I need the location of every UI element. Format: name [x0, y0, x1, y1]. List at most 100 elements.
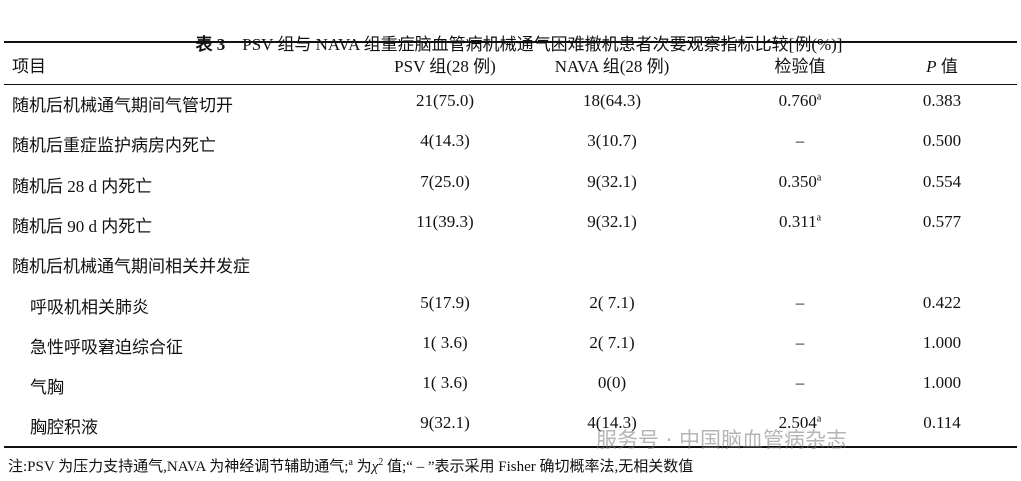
watermark: 服务号 · 中国脑血管病杂志: [596, 428, 848, 452]
cell: 2.504a: [700, 413, 900, 433]
cell-text: 9(32.1): [420, 413, 470, 433]
cell: 21(75.0): [345, 91, 545, 111]
cell: 11(39.3): [345, 212, 545, 232]
row-label: 气胸: [30, 373, 64, 398]
cell: 0.350a: [700, 172, 900, 192]
cell-text: 0.577: [922, 211, 962, 231]
row-label: 随机后重症监护病房内死亡: [12, 131, 216, 156]
row-label: 随机后机械通气期间气管切开: [12, 91, 233, 116]
cell-text: 呼吸机相关肺炎: [30, 297, 149, 317]
cell-text: PSV 组(28 例): [394, 57, 496, 76]
cell-text: 1( 3.6): [422, 332, 468, 352]
superscript: a: [816, 212, 822, 224]
cell: 4(14.3): [512, 413, 712, 433]
cell-text: 7(25.0): [420, 171, 470, 191]
superscript: a: [816, 171, 822, 183]
cell-text: 0.760: [778, 91, 817, 110]
cell-text: 项目: [12, 57, 46, 76]
cell: 0.114: [842, 413, 1021, 433]
cell-text: 2( 7.1): [589, 332, 635, 352]
cell: 1.000: [842, 373, 1021, 393]
cell: 9(32.1): [512, 172, 712, 192]
cell-text: 4(14.3): [420, 131, 470, 151]
italic-text: P: [926, 57, 937, 76]
cell-text: 21(75.0): [415, 91, 475, 110]
bottom-rule: [4, 446, 1017, 448]
cell-text: 1.000: [922, 373, 962, 393]
cell-text: 随机后机械通气期间气管切开: [12, 96, 233, 115]
row-label: 胸腔积液: [30, 413, 98, 438]
row-label: 呼吸机相关肺炎: [30, 293, 149, 318]
cell: 1( 3.6): [345, 333, 545, 353]
cell-text: –: [795, 292, 805, 312]
cell-text: 检验值: [774, 57, 826, 76]
top-rule: [4, 41, 1017, 43]
cell: 4(14.3): [345, 131, 545, 151]
cell: 3(10.7): [512, 131, 712, 151]
row-label: 随机后 90 d 内死亡: [12, 212, 152, 237]
cell: P 值: [842, 52, 1021, 77]
cell-text: –: [795, 373, 805, 393]
cell-text: 1( 3.6): [422, 373, 468, 393]
cell: 0.383: [842, 91, 1021, 111]
cell-text: 注:PSV 为压力支持通气,NAVA 为神经调节辅助通气;: [8, 459, 349, 475]
cell: 1.000: [842, 333, 1021, 353]
cell-text: 0.422: [922, 292, 962, 312]
cell-text: 急性呼吸窘迫综合征: [30, 337, 183, 357]
cell: –: [700, 293, 900, 313]
cell-text: 2.504: [778, 413, 817, 433]
cell: 9(32.1): [512, 212, 712, 232]
italic-text: χ: [371, 459, 379, 475]
cell-text: NAVA 组(28 例): [554, 57, 670, 76]
title-text: PSV 组与 NAVA 组重症脑血管病机械通气困难撤机患者次要观察指标比较[例(…: [242, 35, 843, 54]
cell: 7(25.0): [345, 172, 545, 192]
row-label: 急性呼吸窘迫综合征: [30, 333, 183, 358]
cell: 0.577: [842, 212, 1021, 232]
superscript: a: [816, 413, 822, 425]
cell-text: 为: [352, 459, 372, 475]
cell-text: 0.554: [922, 171, 962, 191]
cell-text: –: [795, 332, 805, 352]
cell-text: 4(14.3): [587, 413, 637, 433]
cell-text: 随机后重症监护病房内死亡: [12, 136, 216, 156]
cell: –: [700, 333, 900, 353]
cell: PSV 组(28 例): [345, 52, 545, 77]
cell-text: 9(32.1): [587, 211, 637, 231]
cell-text: 0.311: [778, 211, 817, 231]
cell: 9(32.1): [345, 413, 545, 433]
cell: –: [700, 373, 900, 393]
cell-text: 3(10.7): [587, 131, 637, 151]
table-title: 表 3 PSV 组与 NAVA 组重症脑血管病机械通气困难撤机患者次要观察指标比…: [0, 10, 1021, 75]
cell-text: 1.000: [922, 332, 962, 352]
cell-text: 值;“ – ”表示采用 Fisher 确切概率法,无相关数值: [383, 459, 694, 475]
cell: NAVA 组(28 例): [512, 52, 712, 77]
cell: 5(17.9): [345, 293, 545, 313]
cell: 0.554: [842, 172, 1021, 192]
cell: 检验值: [700, 52, 900, 77]
cell-text: 5(17.9): [420, 292, 470, 312]
cell-text: 值: [936, 57, 958, 76]
cell: 1( 3.6): [345, 373, 545, 393]
cell: –: [700, 131, 900, 151]
cell-text: 11(39.3): [416, 211, 474, 231]
cell-text: 0.500: [922, 131, 962, 151]
row-label: 随机后 28 d 内死亡: [12, 172, 152, 197]
cell: 0.760a: [700, 91, 900, 111]
cell: 18(64.3): [512, 91, 712, 111]
cell: 0.500: [842, 131, 1021, 151]
row-label: 项目: [12, 52, 46, 77]
footnote: 注:PSV 为压力支持通气,NAVA 为神经调节辅助通气;a 为χ2 值;“ –…: [8, 455, 693, 476]
cell-text: 0.350: [778, 171, 817, 191]
cell: 2( 7.1): [512, 293, 712, 313]
cell-text: 0.114: [923, 413, 961, 433]
superscript: 2: [378, 457, 384, 468]
cell-text: 气胸: [30, 378, 64, 398]
cell-text: 0.383: [922, 91, 962, 110]
cell: 0(0): [512, 373, 712, 393]
cell: 0.422: [842, 293, 1021, 313]
cell-text: 9(32.1): [587, 171, 637, 191]
cell-text: 胸腔积液: [30, 418, 98, 438]
cell-text: 0(0): [597, 373, 627, 393]
superscript: a: [816, 91, 822, 103]
